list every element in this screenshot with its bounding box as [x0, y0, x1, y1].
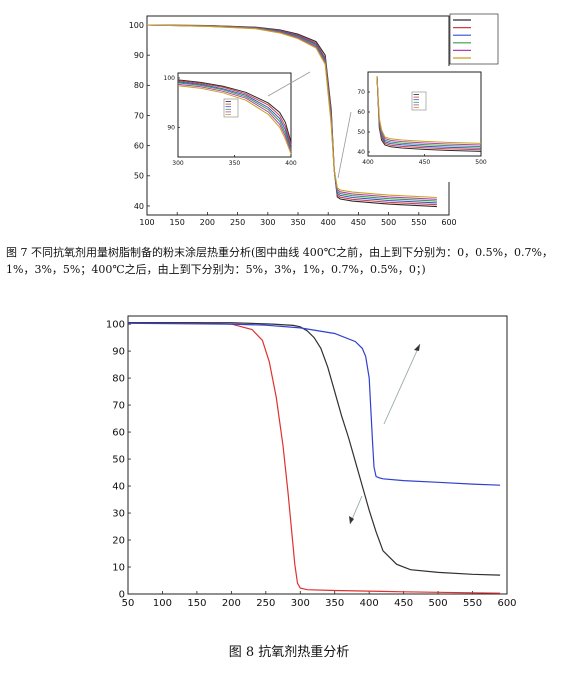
fig8-y-tick-label: 40 [112, 482, 125, 493]
fig7-legend-box [449, 13, 499, 65]
fig7-inset-left-x-tick-label: 350 [229, 160, 241, 167]
fig7-inset-left-series-line-5 [177, 85, 292, 155]
figure-8-chart: 50 100 150 200 250 300 350 400 450 500 550 600 0 10 20… [106, 315, 517, 609]
fig7-y-tick-label: 50 [134, 172, 144, 181]
fig7-inset-right-y-tick-label: 40 [357, 149, 365, 156]
fig7-inset-right-legend-box [411, 91, 427, 111]
fig8-y-tick-label: 50 [112, 455, 125, 466]
fig7-inset-right-x-tick-label: 450 [419, 159, 431, 166]
fig8-x-tick-label: 350 [325, 598, 344, 609]
fig7-inset-left-series-line-0 [177, 79, 292, 143]
fig8-y-tick-label: 20 [112, 536, 125, 547]
fig8-y-tick-label: 10 [112, 563, 125, 574]
fig8-x-tick-label: 400 [360, 598, 379, 609]
fig8-series-line-1 [128, 322, 501, 576]
fig7-y-tick-label: 60 [134, 141, 144, 150]
figure-7-caption: 图 7 不同抗氧剂用量树脂制备的粉末涂层热重分析(图中曲线 400℃之前，由上到… [6, 246, 553, 276]
fig7-x-tick-label: 500 [381, 218, 396, 227]
fig8-x-tick-label: 200 [222, 598, 241, 609]
fig8-x-tick-label: 500 [429, 598, 448, 609]
fig7-y-tick-label: 70 [134, 111, 144, 120]
fig7-x-tick-label: 600 [441, 218, 456, 227]
fig7-inset-left-series-line-2 [177, 81, 292, 149]
fig7-inset-right-series-line-5 [376, 75, 482, 144]
fig7-inset-left-pointer [267, 71, 311, 97]
fig7-inset-left-legend-box [223, 98, 239, 118]
fig7-inset-left-x-tick-label: 300 [172, 160, 184, 167]
fig7-y-tick-label: 100 [129, 21, 144, 30]
fig7-series-line-5 [146, 24, 437, 199]
fig7-inset-left-series-line-4 [177, 83, 292, 153]
fig8-x-tick-label: 250 [256, 598, 275, 609]
fig7-inset-left-series-line-1 [177, 80, 292, 146]
fig7-inset-left-y-tick-label: 90 [167, 124, 175, 131]
fig7-x-tick-label: 250 [230, 218, 245, 227]
fig8-y-tick-label: 90 [112, 347, 125, 358]
fig8-x-tick-label: 600 [497, 598, 516, 609]
fig8-y-tick-label: 70 [112, 401, 125, 412]
fig8-x-tick-label: 450 [394, 598, 413, 609]
fig7-x-tick-label: 350 [290, 218, 305, 227]
fig8-x-tick-label: 50 [122, 598, 135, 609]
fig8-y-tick-label: 100 [106, 320, 125, 331]
fig8-x-tick-label: 150 [187, 598, 206, 609]
fig8-plot-frame [127, 315, 508, 595]
fig7-legend [449, 13, 499, 65]
fig7-inset-left-series-line-3 [177, 82, 292, 151]
fig8-y-tick-label: 80 [112, 374, 125, 385]
fig7-x-tick-label: 400 [321, 218, 336, 227]
fig7-y-tick-label: 90 [134, 51, 144, 60]
fig7-inset-right-y-tick-label: 60 [357, 109, 365, 116]
fig7-x-tick-label: 100 [139, 218, 154, 227]
fig8-x-tick-label: 100 [153, 598, 172, 609]
fig7-inset-left-x-tick-label: 400 [285, 160, 297, 167]
fig7-y-tick-label: 40 [134, 202, 144, 211]
fig7-x-tick-label: 300 [260, 218, 275, 227]
fig7-x-tick-label: 450 [351, 218, 366, 227]
fig8-arrow-1010-head [349, 516, 354, 524]
fig7-inset-right-background [348, 66, 487, 182]
fig7-inset-left-legend [223, 98, 239, 118]
fig8-arrow-uncoated-head [414, 344, 420, 351]
fig8-arrow-uncoated-line [383, 343, 421, 425]
fig7-x-tick-label: 550 [411, 218, 426, 227]
fig7-inset-right-y-tick-label: 50 [357, 129, 365, 136]
fig7-inset-right-x-tick-label: 500 [475, 159, 487, 166]
fig7-x-tick-label: 150 [170, 218, 185, 227]
fig7-inset-right-x-tick-label: 400 [362, 159, 374, 166]
fig8-y-tick-label: 30 [112, 509, 125, 520]
figure-7-chart: 100 150 200 250 300 350 400 450 500 550 600 40 50 60 7… [129, 13, 499, 227]
fig8-x-tick-label: 550 [463, 598, 482, 609]
fig7-inset-right-y-tick-label: 70 [357, 89, 365, 96]
fig8-y-tick-label: 0 [119, 590, 125, 601]
fig7-inset-left-y-tick-label: 100 [164, 75, 176, 82]
fig7-inset-right-pointer [337, 111, 352, 179]
fig8-series-line-2 [127, 322, 501, 486]
fig8-x-tick-label: 300 [291, 598, 310, 609]
fig7-y-tick-label: 80 [134, 81, 144, 90]
fig7-x-tick-label: 200 [200, 218, 215, 227]
fig8-series-line-0 [128, 322, 501, 594]
fig7-inset-right-legend [411, 91, 427, 111]
fig8-y-tick-label: 60 [112, 428, 125, 439]
figure-8-caption: 图 8 抗氧剂热重分析 [228, 645, 350, 660]
